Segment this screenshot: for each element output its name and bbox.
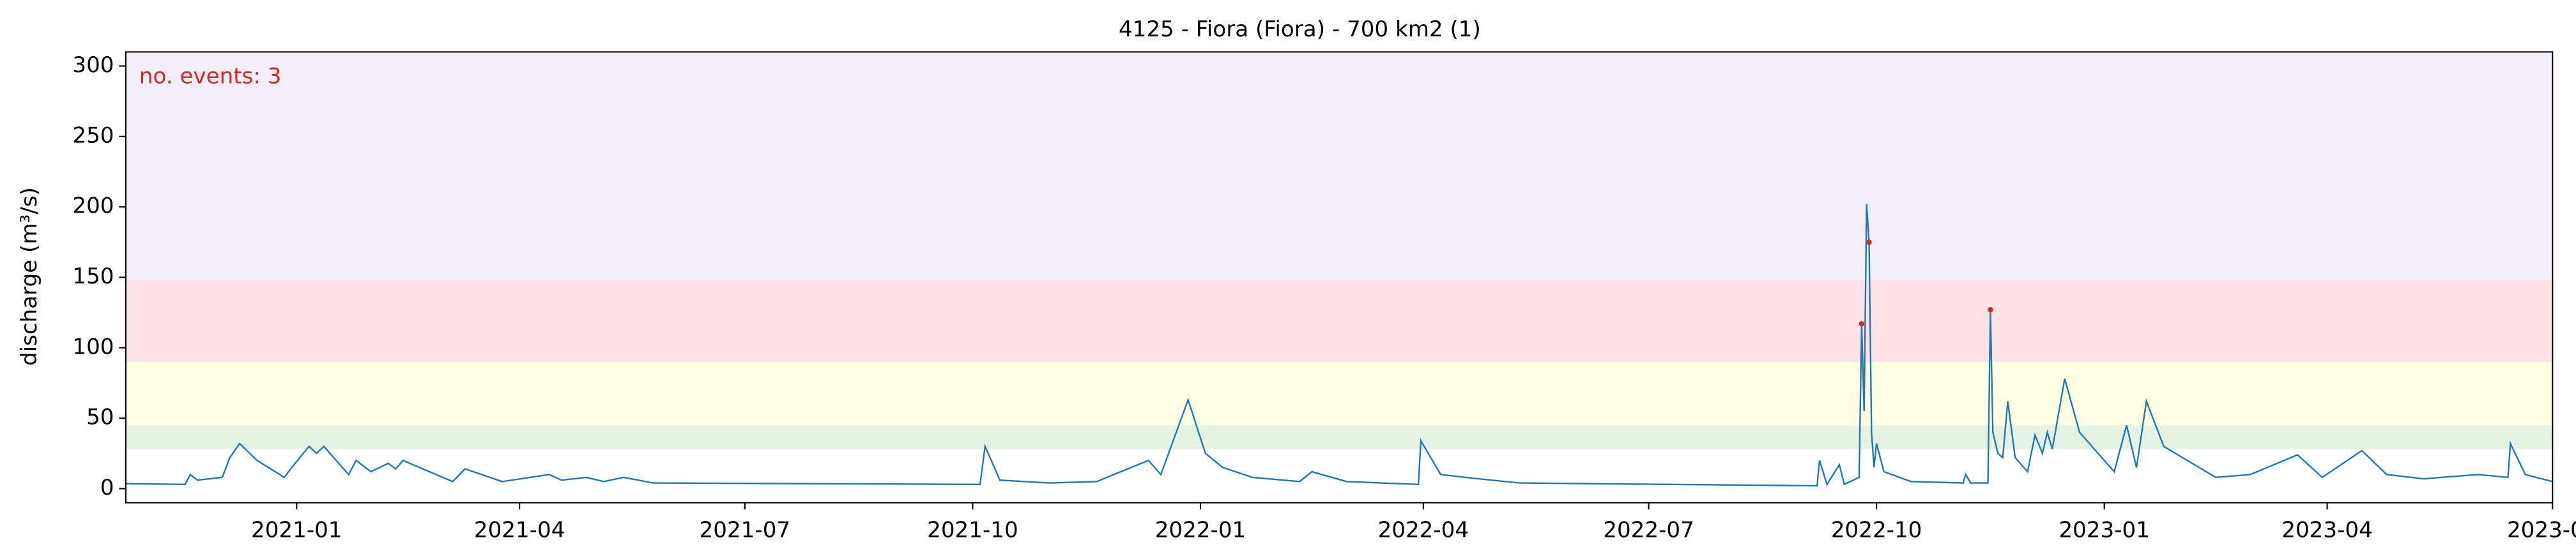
y-tick-label: 0 xyxy=(100,475,114,500)
event-point xyxy=(1988,307,1993,313)
x-tick-label: 2021-10 xyxy=(927,518,1018,543)
x-tick-label: 2022-10 xyxy=(1831,518,1922,543)
y-tick-label: 100 xyxy=(72,334,114,359)
event-point xyxy=(1866,239,1872,245)
y-tick-label: 200 xyxy=(72,193,114,219)
x-tick-label: 2022-04 xyxy=(1378,518,1469,543)
x-tick-label: 2022-07 xyxy=(1603,518,1694,543)
threshold-band xyxy=(125,280,2553,362)
x-tick-label: 2023-04 xyxy=(2281,518,2373,543)
x-tick-label: 2023-07 xyxy=(2507,518,2576,543)
y-tick-label: 250 xyxy=(72,123,114,148)
event-point xyxy=(1859,321,1865,327)
plot-frame xyxy=(125,51,2554,504)
threshold-band xyxy=(125,425,2553,449)
y-axis-label: discharge (m³/s) xyxy=(17,187,42,366)
y-tick-label: 150 xyxy=(72,264,114,289)
x-tick-label: 2023-01 xyxy=(2058,518,2150,543)
threshold-band xyxy=(125,361,2553,426)
x-tick-label: 2021-07 xyxy=(700,518,791,543)
plot xyxy=(125,204,2553,487)
y-tick-label: 300 xyxy=(72,52,114,78)
threshold-band xyxy=(125,52,2553,280)
x-tick-label: 2021-01 xyxy=(251,518,342,543)
chart-title: 4125 - Fiora (Fiora) - 700 km2 (1) xyxy=(1119,17,1481,42)
bands xyxy=(125,52,2553,449)
event-count: no. events: 3 xyxy=(139,63,282,89)
x-tick-label: 2022-01 xyxy=(1155,518,1246,543)
discharge-line xyxy=(125,204,2553,487)
x-tick-label: 2021-04 xyxy=(474,518,565,543)
y-tick-label: 50 xyxy=(86,405,114,430)
